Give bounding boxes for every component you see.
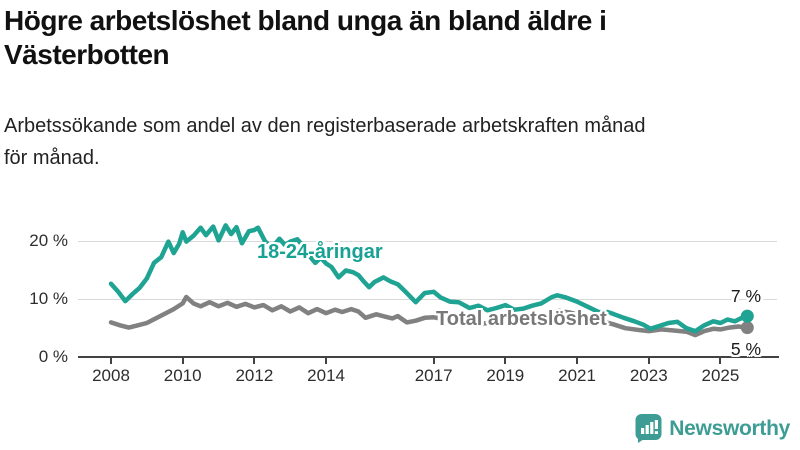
- x-axis-tick-label: 2019: [486, 366, 525, 385]
- line-chart: 20 % 10 % 0 % 2008 2010 2012 2014 2017 2019 2021 2…: [0, 190, 800, 400]
- x-axis-tick: [719, 357, 722, 364]
- y-axis-tick-label: 0 %: [38, 346, 68, 366]
- series-end-dot: [740, 321, 754, 335]
- x-axis-tick-label: 2012: [235, 366, 274, 385]
- series-end-dot: [740, 309, 754, 323]
- gridline: [78, 241, 777, 242]
- x-axis-tick: [181, 357, 184, 364]
- end-value-total: 5 %: [730, 339, 761, 359]
- newsworthy-logo-icon: [635, 414, 662, 443]
- x-axis-line: [78, 355, 779, 358]
- series-label-total: Total arbetslöshet: [436, 308, 607, 330]
- plot-lines: [108, 223, 754, 338]
- newsworthy-logo: Newsworthy: [635, 413, 790, 444]
- series-line: [108, 294, 750, 338]
- page-title: Högre arbetslöshet bland unga än bland ä…: [4, 5, 607, 70]
- x-axis-tick-label: 2014: [307, 366, 345, 385]
- x-axis-tick-label: 2017: [414, 366, 453, 385]
- x-axis-tick-label: 2008: [92, 366, 130, 385]
- x-axis-tick: [253, 357, 256, 364]
- x-axis-tick-label: 2023: [629, 366, 668, 385]
- y-axis-tick-label: 20 %: [29, 231, 68, 250]
- x-axis-tick: [504, 357, 507, 364]
- end-value-youth: 7 %: [730, 286, 761, 306]
- x-axis-tick: [576, 357, 579, 364]
- page-subtitle: Arbetssökande som andel av den registerb…: [4, 115, 646, 169]
- x-axis-tick: [432, 357, 435, 364]
- x-axis-tick: [647, 357, 650, 364]
- x-axis-tick-label: 2025: [701, 366, 740, 385]
- x-axis-tick: [110, 357, 112, 364]
- series-label-youth: 18-24-åringar: [257, 241, 383, 263]
- x-axis-tick-label: 2010: [163, 366, 202, 385]
- y-axis-tick-label: 10 %: [29, 288, 68, 308]
- series-line: [108, 223, 750, 334]
- x-axis-tick: [325, 357, 328, 364]
- newsworthy-logo-text: Newsworthy: [669, 416, 790, 440]
- x-axis-tick-label: 2021: [558, 366, 596, 385]
- gridline: [78, 298, 777, 300]
